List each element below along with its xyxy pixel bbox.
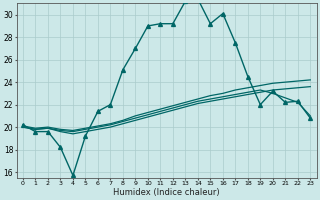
X-axis label: Humidex (Indice chaleur): Humidex (Indice chaleur) (113, 188, 220, 197)
